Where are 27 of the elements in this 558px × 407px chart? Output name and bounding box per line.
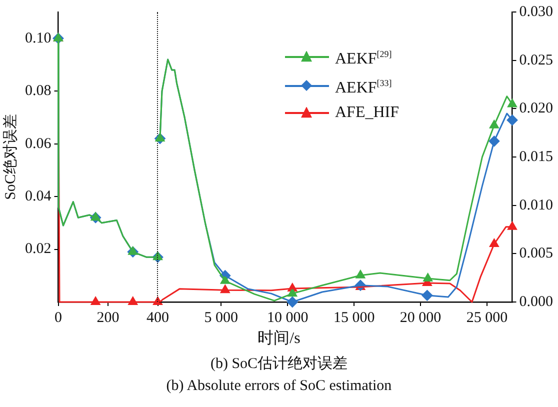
text: (b) Absolute errors of SoC estimation bbox=[165, 378, 393, 395]
text: 0.000 bbox=[519, 294, 553, 310]
text: 0.020 bbox=[519, 100, 553, 117]
y-tick-label: 0.06 bbox=[25, 136, 52, 152]
legend-label: AEKF$^{[29]}$ bbox=[335, 48, 392, 70]
text: 0.015 bbox=[519, 148, 553, 165]
x-tick-label: 400 bbox=[146, 310, 169, 326]
x-tick-label: 0 bbox=[54, 310, 62, 326]
x-tick-label: 15 000 bbox=[333, 310, 375, 326]
x-tick-label: 25 000 bbox=[466, 310, 508, 326]
text: 0.025 bbox=[519, 52, 553, 68]
text: (b) SoC估计绝对误差 bbox=[209, 354, 349, 373]
y-tick-label: 0.08 bbox=[25, 83, 52, 100]
text: 0.030 bbox=[519, 4, 553, 20]
x-tick-label: 5 000 bbox=[204, 310, 238, 326]
text: 0.010 bbox=[519, 197, 553, 214]
x-tick-label: 200 bbox=[96, 310, 120, 326]
y-tick-label: 0.02 bbox=[25, 241, 52, 258]
x-tick-label: 20 000 bbox=[400, 310, 442, 326]
y-axis-title: SoC绝对误差 bbox=[2, 114, 19, 200]
x-axis-title: 时间/s bbox=[256, 328, 302, 349]
text: 0.005 bbox=[519, 246, 553, 262]
y-tick-label: 0.04 bbox=[25, 188, 52, 204]
x-tick-label: 10 000 bbox=[266, 310, 308, 326]
legend-label: AFE_HIF bbox=[335, 102, 400, 123]
legend-label: AEKF$^{[33]}$ bbox=[335, 77, 392, 99]
y-tick-label: 0.10 bbox=[25, 30, 52, 46]
